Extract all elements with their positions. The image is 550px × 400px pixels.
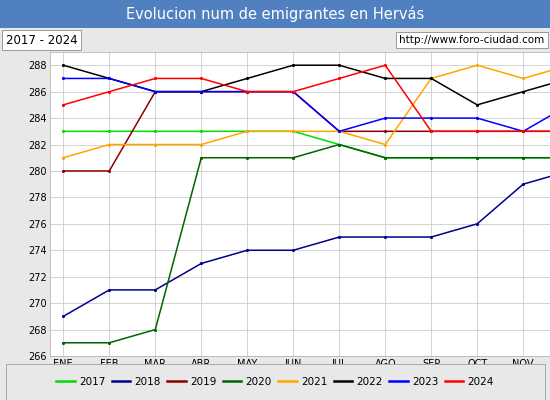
Text: http://www.foro-ciudad.com: http://www.foro-ciudad.com: [399, 35, 544, 45]
Text: 2017 - 2024: 2017 - 2024: [6, 34, 77, 46]
Legend: 2017, 2018, 2019, 2020, 2021, 2022, 2023, 2024: 2017, 2018, 2019, 2020, 2021, 2022, 2023…: [52, 373, 498, 391]
Text: Evolucion num de emigrantes en Hervás: Evolucion num de emigrantes en Hervás: [126, 6, 424, 22]
